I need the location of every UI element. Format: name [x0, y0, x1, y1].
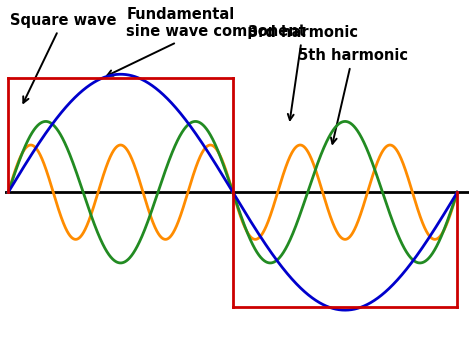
- Text: 5th harmonic: 5th harmonic: [298, 48, 408, 144]
- Text: Square wave: Square wave: [10, 13, 116, 103]
- Text: 3rd harmonic: 3rd harmonic: [248, 25, 358, 120]
- Text: Fundamental
sine wave component: Fundamental sine wave component: [107, 7, 306, 76]
